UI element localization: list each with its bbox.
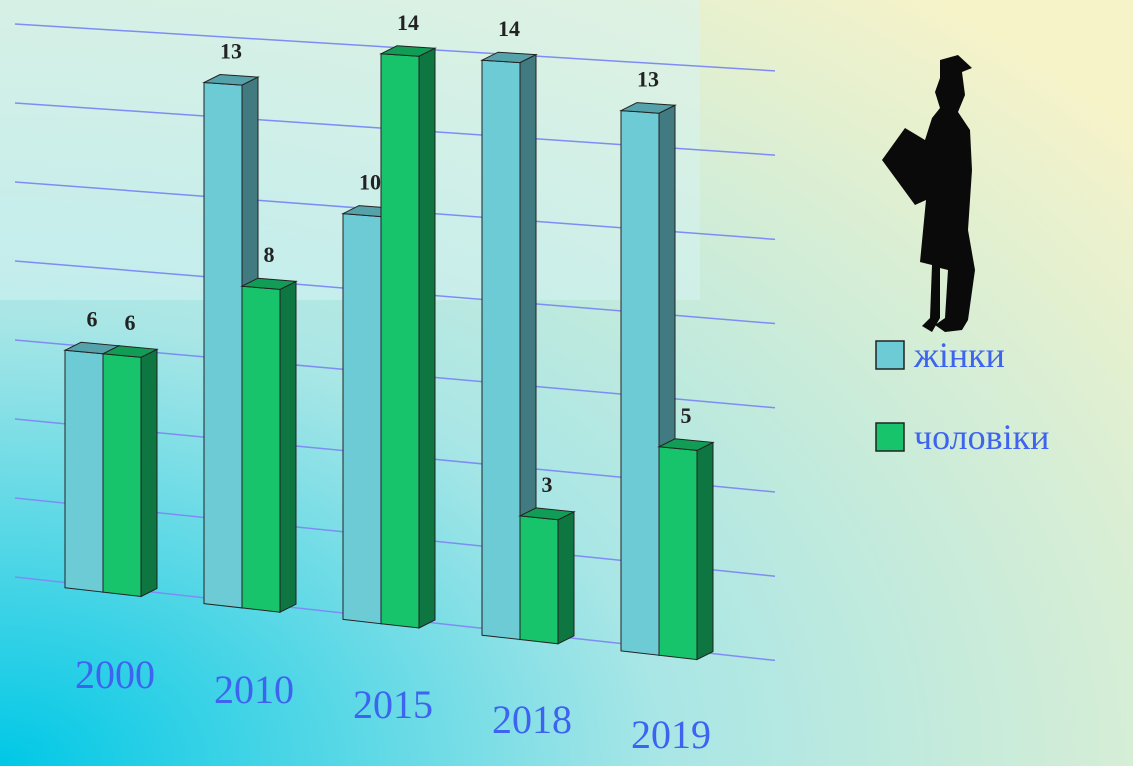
x-tick-label: 2018 — [492, 697, 572, 742]
x-tick-label: 2010 — [214, 667, 294, 712]
bar-front — [519, 515, 559, 645]
bar-front — [102, 353, 142, 598]
bar — [518, 507, 576, 645]
bar-front — [380, 53, 420, 629]
value-label: 13 — [637, 67, 659, 92]
bar-top — [480, 51, 538, 64]
bar-front — [342, 213, 382, 625]
legend-swatch — [875, 340, 905, 370]
x-tick-label: 2015 — [353, 682, 433, 727]
legend-label: чоловіки — [914, 417, 1049, 457]
legend-swatch — [875, 422, 905, 452]
bar-top — [657, 438, 715, 451]
bar-front — [64, 349, 104, 593]
value-label: 13 — [220, 39, 242, 64]
bar-top — [619, 102, 677, 114]
legend-label: жінки — [913, 335, 1005, 375]
value-label: 8 — [264, 242, 275, 267]
bar-side — [696, 441, 714, 661]
value-label: 14 — [397, 10, 419, 35]
bar-front — [620, 110, 660, 656]
graduate-silhouette — [882, 55, 975, 332]
bar-top — [101, 345, 159, 358]
bar — [240, 277, 298, 614]
value-label: 5 — [681, 403, 692, 428]
bar-top — [202, 73, 260, 86]
value-label: 6 — [87, 306, 98, 331]
bar — [480, 51, 538, 641]
bar-side — [279, 280, 297, 614]
x-tick-label: 2000 — [75, 652, 155, 697]
value-label: 14 — [498, 16, 520, 41]
bar-top — [518, 507, 576, 521]
bar-side — [557, 510, 575, 645]
x-tick-label: 2019 — [631, 712, 711, 757]
bar-side — [140, 348, 158, 598]
value-label: 6 — [125, 310, 136, 335]
bar — [379, 45, 437, 629]
bar-front — [241, 285, 281, 613]
value-label: 10 — [359, 170, 381, 195]
bar-top — [379, 45, 437, 57]
bar — [101, 345, 159, 598]
value-label: 3 — [542, 472, 553, 497]
bar-front — [481, 59, 521, 641]
bar — [657, 438, 715, 661]
bar-front — [203, 81, 243, 609]
bar-front — [658, 446, 698, 661]
bar-top — [240, 277, 298, 290]
bar-side — [418, 47, 436, 629]
